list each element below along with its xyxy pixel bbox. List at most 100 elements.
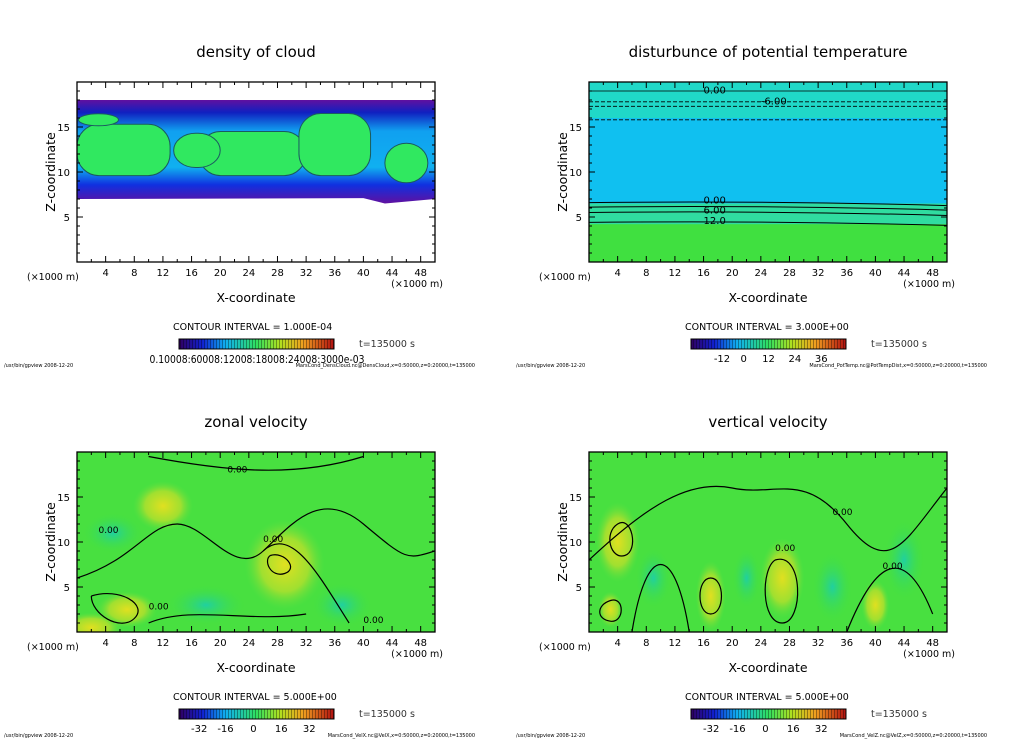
x-tick-label: 4 [614, 268, 620, 279]
x-unit-right: (×1000 m) [391, 649, 443, 660]
field [77, 100, 435, 204]
x-tick-label: 28 [271, 638, 284, 649]
colorbar-frame [178, 338, 335, 350]
x-unit-right: (×1000 m) [391, 279, 443, 290]
negative-region [635, 548, 672, 608]
cloud-dense-region [298, 113, 372, 177]
x-tick-label: 36 [840, 268, 853, 279]
x-tick-label: 24 [754, 268, 767, 279]
contour-label: 0.00 [704, 196, 726, 207]
contour-line [148, 455, 364, 471]
contour-label: 0.00 [263, 535, 283, 545]
x-tick-label: 20 [726, 268, 739, 279]
x-tick-label: 8 [643, 638, 649, 649]
x-tick-label: 20 [214, 268, 227, 279]
x-tick-label: 40 [869, 268, 882, 279]
y-tick-label: 10 [57, 538, 70, 549]
plot-title: disturbunce of potential temperature [629, 43, 908, 61]
x-tick-label: 24 [242, 268, 255, 279]
x-tick-label: 16 [697, 268, 710, 279]
positive-region [695, 561, 726, 631]
footer-right: MarsCond_PotTemp.nc@PotTempDist,x=0:5000… [809, 363, 987, 369]
contour-line [262, 543, 350, 624]
x-tick-label: 48 [926, 268, 939, 279]
y-axis-label: Z-coordinate [555, 502, 570, 582]
y-tick-label: 10 [569, 168, 582, 179]
contour-line [764, 558, 799, 624]
x-unit-left: (×1000 m) [27, 272, 79, 283]
x-tick-label: 16 [185, 638, 198, 649]
x-tick-label: 44 [898, 638, 911, 649]
x-tick-label: 48 [414, 638, 427, 649]
x-tick-label: 4 [102, 638, 108, 649]
time-label: t=135000 s [871, 709, 927, 720]
x-tick-label: 36 [328, 638, 341, 649]
x-axis-label: X-coordinate [728, 660, 807, 675]
x-tick-label: 24 [754, 638, 767, 649]
contour-line [589, 206, 947, 211]
colorbar-label: -12 [714, 354, 730, 365]
x-tick-label: 32 [812, 268, 825, 279]
x-tick-label: 4 [614, 638, 620, 649]
cloud-dense-region [77, 113, 119, 127]
x-tick-label: 16 [185, 268, 198, 279]
time-label: t=135000 s [359, 339, 415, 350]
contour-label: 0.00 [883, 562, 903, 572]
contour-label: 0.00 [704, 86, 726, 97]
positive-region [861, 580, 890, 630]
y-tick-label: 10 [57, 168, 70, 179]
x-tick-label: 16 [697, 638, 710, 649]
y-tick-label: 5 [576, 213, 582, 224]
x-tick-label: 24 [242, 638, 255, 649]
contour-line [589, 485, 947, 561]
x-tick-label: 36 [840, 638, 853, 649]
x-unit-right: (×1000 m) [903, 279, 955, 290]
footer-left: /usr/bin/gpview 2008-12-20 [516, 363, 585, 369]
upper-region [589, 82, 947, 118]
colorbar-label: -16 [729, 724, 745, 735]
x-tick-label: 44 [386, 638, 399, 649]
x-tick-label: 8 [643, 268, 649, 279]
y-tick-label: 15 [57, 123, 70, 134]
x-tick-label: 44 [898, 268, 911, 279]
contour-line [90, 592, 139, 624]
field: 0.00 0.00 0.00 [589, 452, 947, 632]
contour-label: 0.00 [98, 526, 118, 536]
contour-line [599, 599, 622, 622]
footer-right: MarsCond_VelX.nc@VelX,x=0:50000,z=0:2000… [328, 733, 475, 739]
x-tick-label: 4 [102, 268, 108, 279]
x-tick-label: 32 [300, 268, 313, 279]
negative-region [884, 520, 925, 600]
contour-line [846, 567, 934, 632]
positive-region [595, 502, 640, 582]
x-tick-label: 28 [271, 268, 284, 279]
x-tick-label: 40 [357, 638, 370, 649]
contour-line [609, 521, 634, 557]
y-axis-label: Z-coordinate [555, 132, 570, 212]
contour-interval: CONTOUR INTERVAL = 5.000E+00 [685, 692, 849, 703]
colorbar-label: 0 [762, 724, 768, 735]
x-tick-label: 28 [783, 638, 796, 649]
contour-line [589, 211, 947, 216]
colorbar-label: -32 [703, 724, 719, 735]
footer-left: /usr/bin/gpview 2008-12-20 [4, 733, 73, 739]
x-tick-label: 8 [131, 638, 137, 649]
y-tick-label: 5 [576, 583, 582, 594]
colorbar-label: 32 [815, 724, 828, 735]
colorbar-label: 0 [741, 354, 747, 365]
x-tick-label: 12 [157, 268, 170, 279]
x-unit-left: (×1000 m) [27, 642, 79, 653]
time-label: t=135000 s [359, 709, 415, 720]
y-tick-label: 15 [569, 123, 582, 134]
y-tick-label: 5 [64, 583, 70, 594]
negative-region [82, 513, 143, 553]
contour-label: 0.00 [832, 508, 852, 518]
footer-left: /usr/bin/gpview 2008-12-20 [516, 733, 585, 739]
contour-line [631, 564, 690, 632]
colorbar-label: 16 [275, 724, 288, 735]
contour-line [699, 577, 722, 615]
x-unit-right: (×1000 m) [903, 649, 955, 660]
contour-interval: CONTOUR INTERVAL = 1.000E-04 [173, 322, 332, 333]
